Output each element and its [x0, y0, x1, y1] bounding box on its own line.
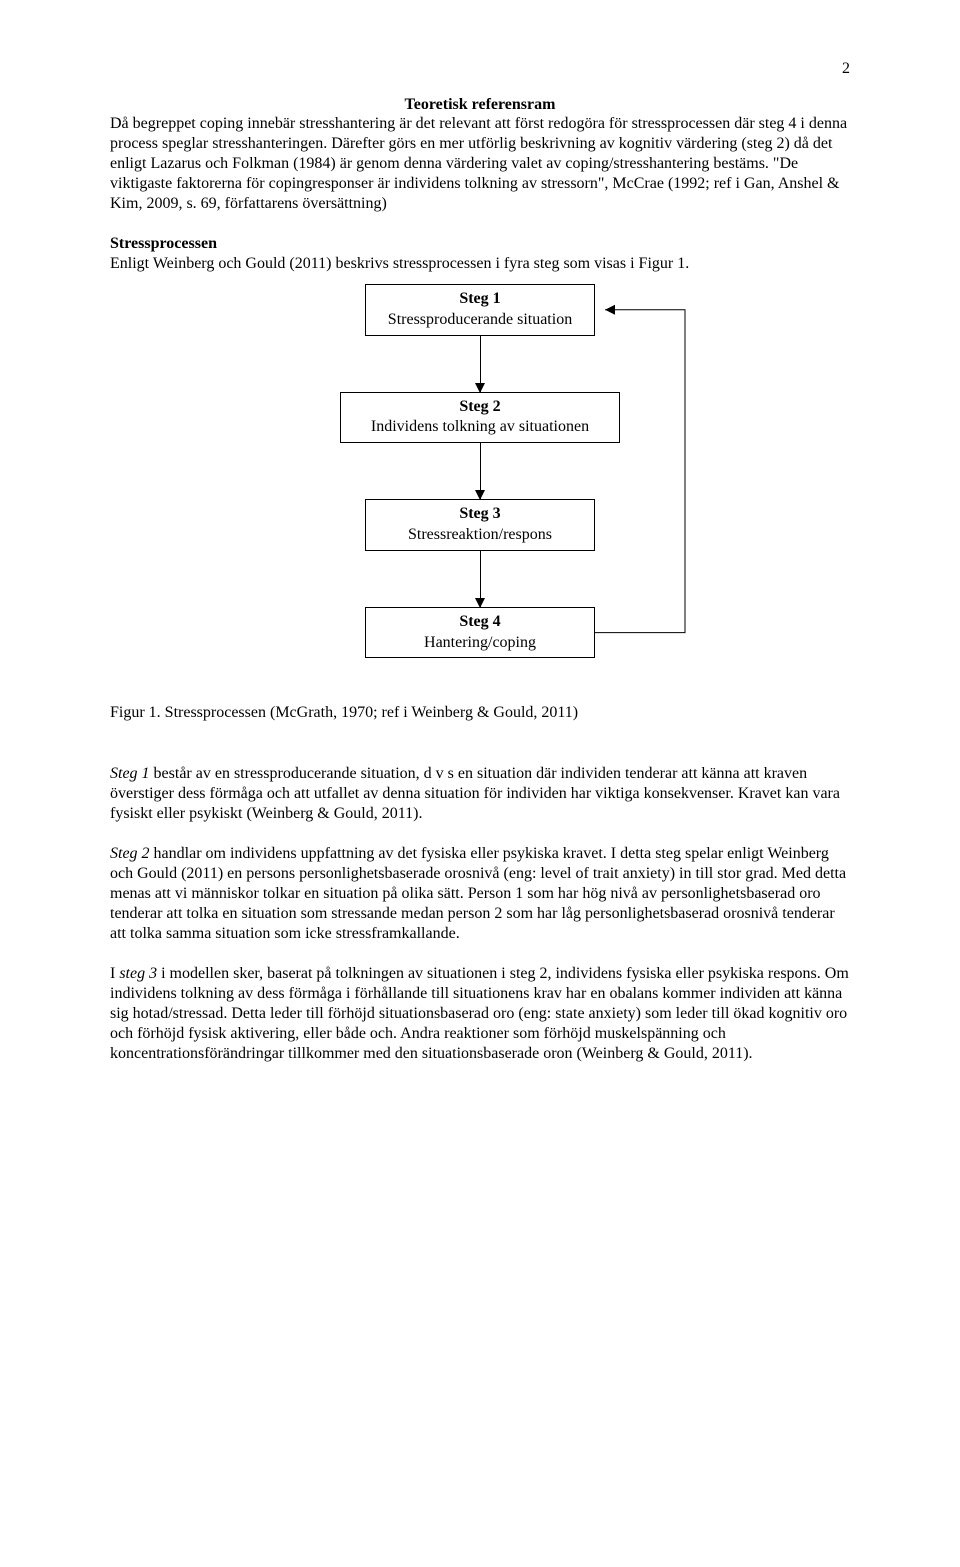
flow-box-title: Steg 2	[351, 397, 609, 418]
flowchart-stressprocessen: Steg 1 Stressproducerande situation Steg…	[110, 284, 850, 658]
steg2-rest: handlar om individens uppfattning av det…	[110, 845, 846, 942]
steg3-lead: steg 3	[119, 965, 157, 982]
flow-box-title: Steg 1	[376, 289, 584, 310]
steg1-rest: består av en stressproducerande situatio…	[110, 765, 840, 822]
figure-caption: Figur 1. Stressprocessen (McGrath, 1970;…	[110, 704, 850, 722]
stressprocessen-lead: Enligt Weinberg och Gould (2011) beskriv…	[110, 255, 689, 272]
flow-box-label: Hantering/coping	[376, 633, 584, 654]
steg3-pre: I	[110, 965, 119, 982]
flow-box-steg2: Steg 2 Individens tolkning av situatione…	[340, 392, 620, 444]
steg3-paragraph: I steg 3 i modellen sker, baserat på tol…	[110, 964, 850, 1064]
flow-box-label: Individens tolkning av situationen	[351, 417, 609, 438]
section-heading-teoretisk: Teoretisk referensram	[110, 96, 850, 114]
flow-box-steg1: Steg 1 Stressproducerande situation	[365, 284, 595, 336]
subheading-stressprocessen: Stressprocessen	[110, 235, 217, 252]
steg2-lead: Steg 2	[110, 845, 150, 862]
flow-box-label: Stressreaktion/respons	[376, 525, 584, 546]
flow-box-title: Steg 3	[376, 504, 584, 525]
flow-connector	[110, 336, 850, 392]
intro-paragraph: Då begreppet coping innebär stresshanter…	[110, 114, 850, 214]
flow-box-steg4: Steg 4 Hantering/coping	[365, 607, 595, 659]
flow-box-title: Steg 4	[376, 612, 584, 633]
steg3-rest: i modellen sker, baserat på tolkningen a…	[110, 965, 849, 1062]
page-number: 2	[842, 60, 850, 78]
flow-connector	[110, 443, 850, 499]
steg1-lead: Steg 1	[110, 765, 150, 782]
flow-connector	[110, 551, 850, 607]
document-page: 2 Teoretisk referensram Då begreppet cop…	[0, 0, 960, 1174]
flow-box-steg3: Steg 3 Stressreaktion/respons	[365, 499, 595, 551]
steg2-paragraph: Steg 2 handlar om individens uppfattning…	[110, 844, 850, 944]
steg1-paragraph: Steg 1 består av en stressproducerande s…	[110, 764, 850, 824]
flow-box-label: Stressproducerande situation	[376, 310, 584, 331]
